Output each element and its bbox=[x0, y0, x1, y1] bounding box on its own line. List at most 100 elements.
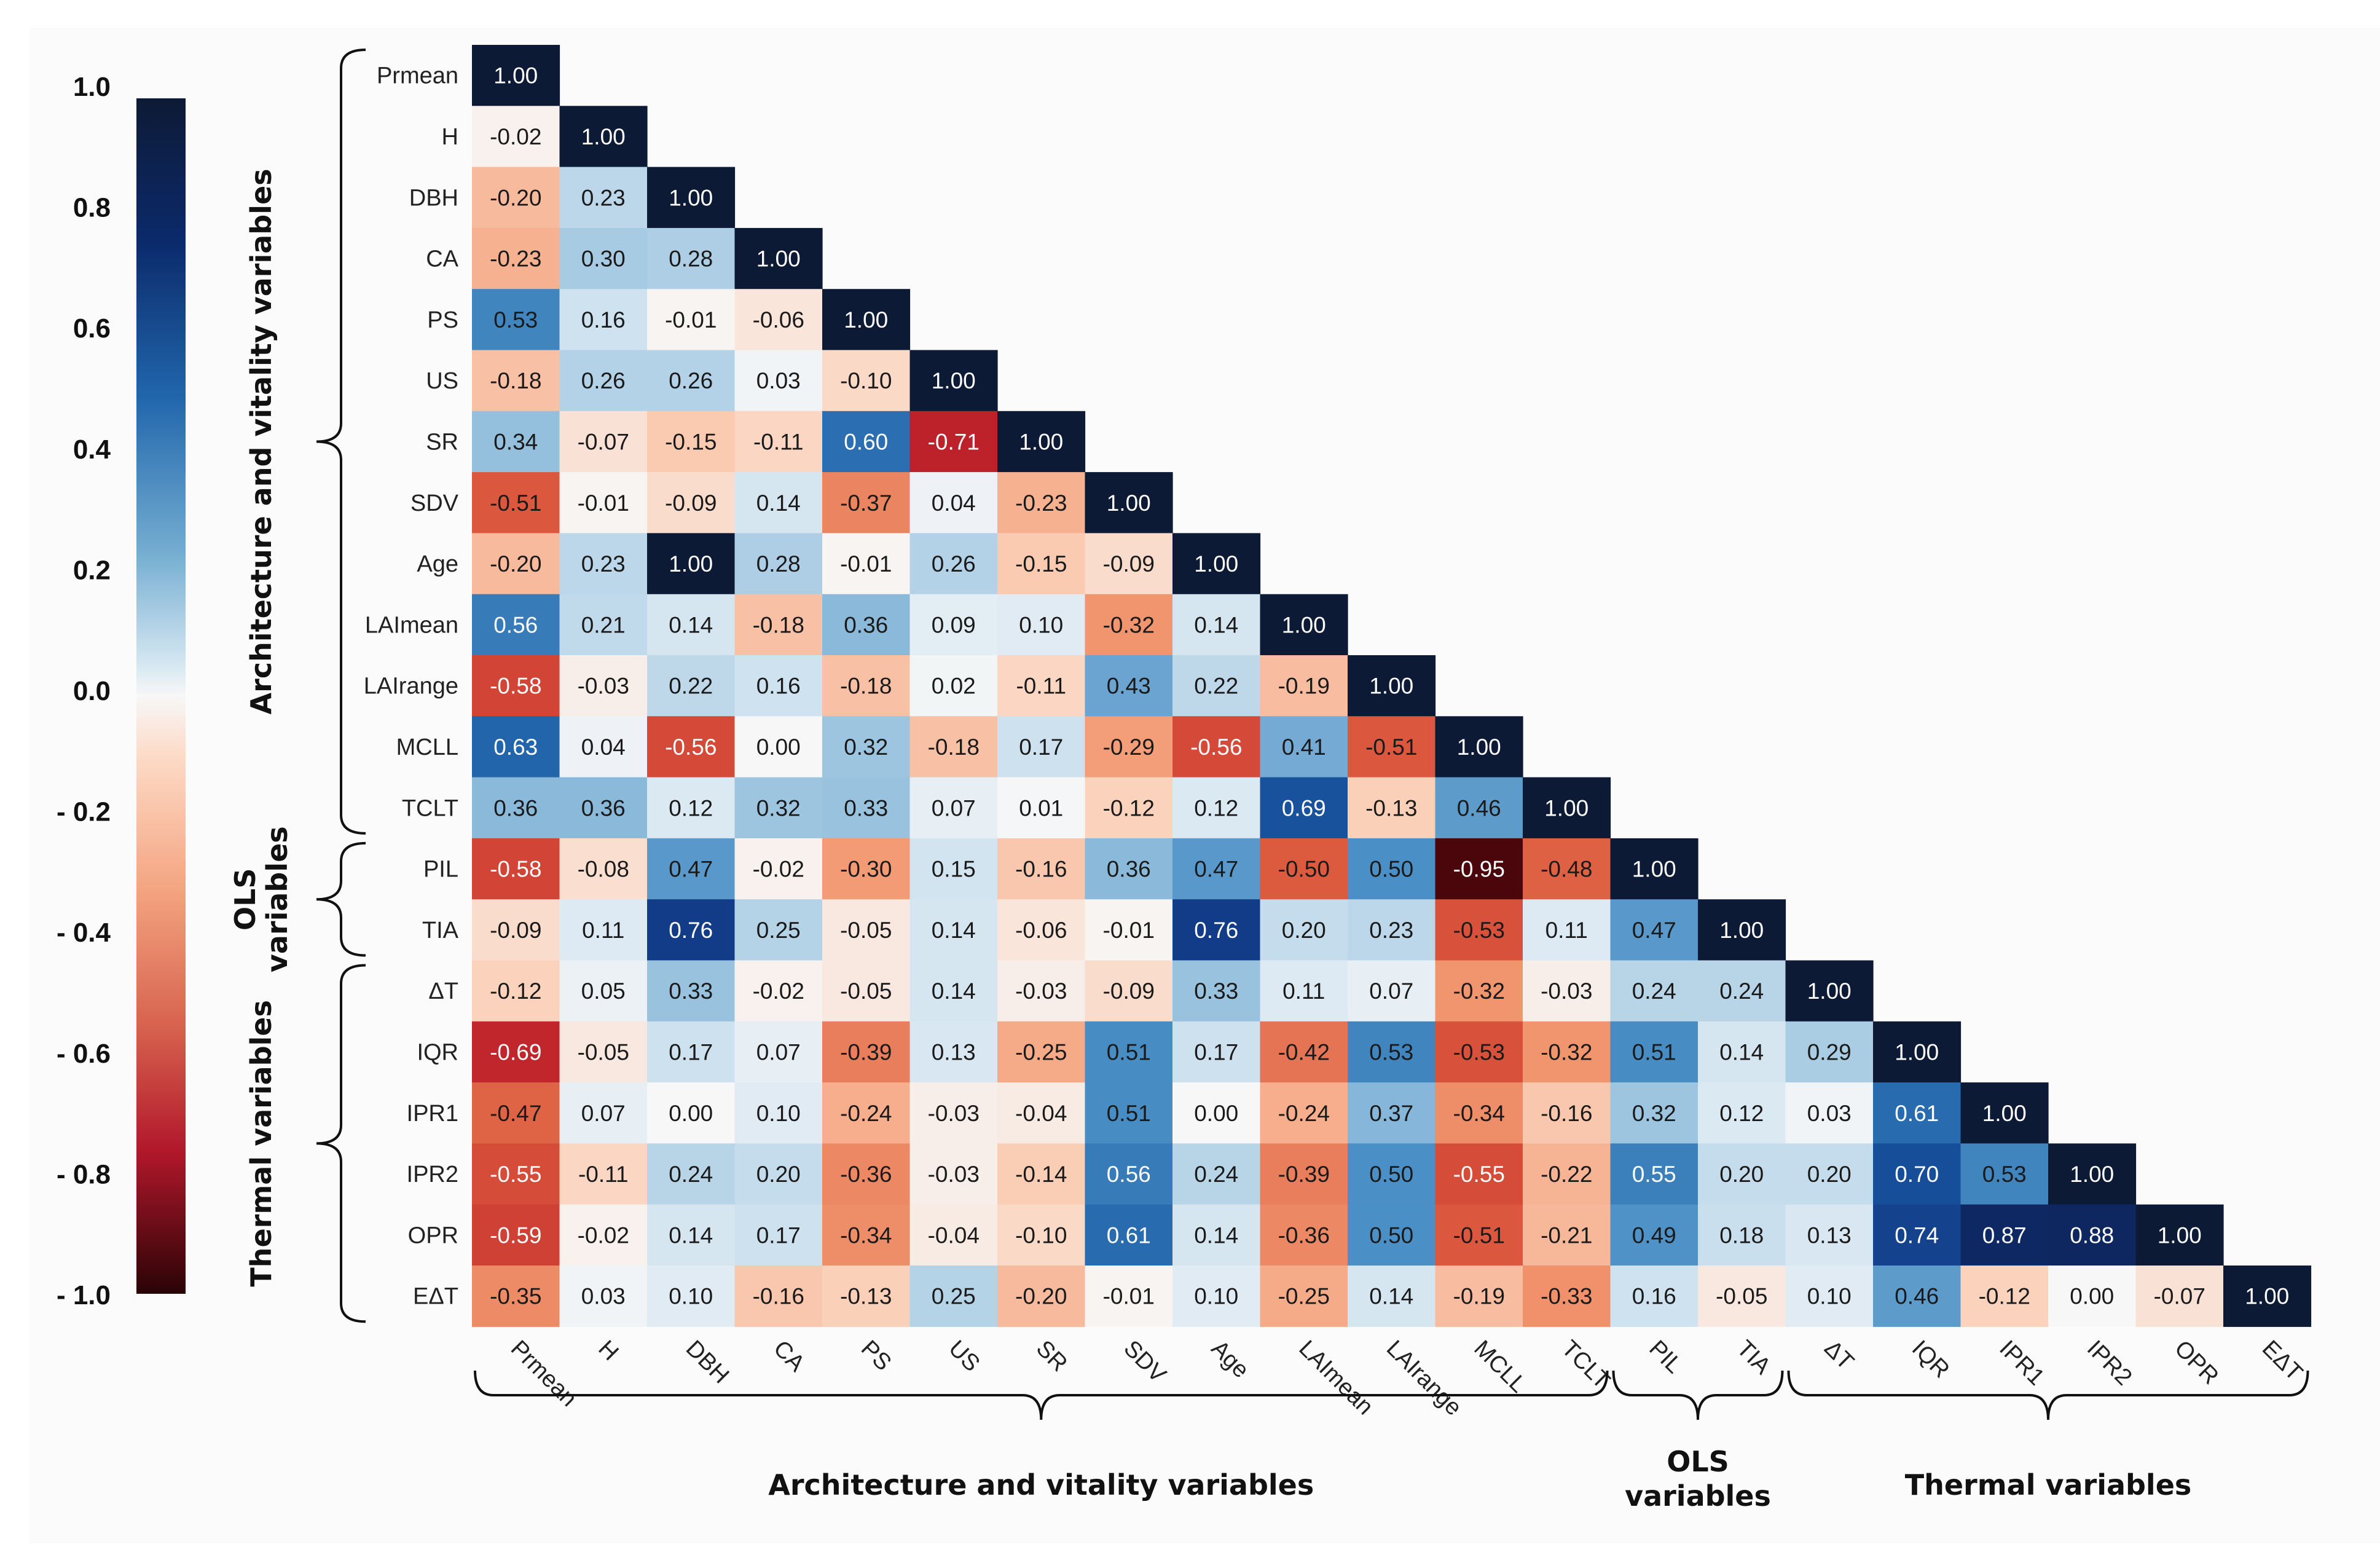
cell-value: -0.11 bbox=[1016, 674, 1066, 699]
heatmap-cell: 0.56 bbox=[1085, 1143, 1173, 1205]
cell-value: -0.07 bbox=[2154, 1284, 2205, 1309]
cell-value: 1.00 bbox=[669, 551, 713, 577]
cell-value: -0.05 bbox=[578, 1039, 629, 1065]
cell-value: -0.36 bbox=[840, 1162, 892, 1187]
cell-value: -0.05 bbox=[1716, 1284, 1767, 1309]
cell-value: -0.01 bbox=[665, 307, 717, 333]
cell-value: -0.24 bbox=[1278, 1101, 1330, 1126]
cell-value: 0.47 bbox=[1632, 918, 1676, 943]
cell-value: 0.24 bbox=[1719, 978, 1764, 1004]
cell-value: -0.19 bbox=[1453, 1284, 1505, 1309]
heatmap-cell: -0.39 bbox=[1260, 1143, 1348, 1205]
row-label: TIA bbox=[422, 918, 459, 943]
cell-value: 0.14 bbox=[1194, 1222, 1238, 1248]
cell-value: -0.58 bbox=[490, 857, 541, 882]
cell-value: 0.14 bbox=[1719, 1039, 1764, 1065]
heatmap-cell: 0.00 bbox=[647, 1082, 736, 1144]
cell-value: 0.50 bbox=[1369, 857, 1413, 882]
heatmap-cell: -0.48 bbox=[1523, 838, 1611, 900]
heatmap-cell: 0.29 bbox=[1785, 1021, 1874, 1083]
cell-value: 0.26 bbox=[581, 368, 626, 393]
heatmap-cell: 0.20 bbox=[1260, 899, 1348, 961]
heatmap-cell: 0.53 bbox=[472, 289, 560, 351]
heatmap-cell: 0.13 bbox=[1785, 1204, 1874, 1266]
cell-value: 1.00 bbox=[1807, 978, 1852, 1004]
cell-value: 1.00 bbox=[1982, 1101, 2027, 1126]
heatmap-cell: 0.43 bbox=[1085, 655, 1173, 717]
heatmap-cell: 0.49 bbox=[1610, 1204, 1699, 1266]
cell-value: 1.00 bbox=[1194, 551, 1238, 577]
heatmap-cell: -0.15 bbox=[997, 533, 1086, 595]
heatmap-cell: -0.47 bbox=[472, 1082, 560, 1144]
heatmap-cell: -0.06 bbox=[997, 899, 1086, 961]
heatmap-cell: 1.00 bbox=[559, 106, 648, 168]
colorbar-tick-label: 0.6 bbox=[73, 313, 111, 344]
heatmap-cell: 0.17 bbox=[997, 716, 1086, 778]
heatmap-cell: 0.11 bbox=[1523, 899, 1611, 961]
column-label: H bbox=[593, 1336, 623, 1366]
heatmap-cell: -0.11 bbox=[997, 655, 1086, 717]
heatmap-cell: -0.05 bbox=[822, 899, 911, 961]
cell-value: -0.03 bbox=[1015, 978, 1067, 1004]
column-label: US bbox=[943, 1336, 984, 1377]
cell-value: -0.06 bbox=[753, 307, 804, 333]
heatmap-cell: 0.10 bbox=[1172, 1266, 1261, 1327]
cell-value: 1.00 bbox=[2158, 1222, 2202, 1248]
heatmap-cell: 0.26 bbox=[909, 533, 998, 595]
heatmap-cell: -0.02 bbox=[734, 960, 823, 1022]
heatmap-cell: 0.33 bbox=[1172, 960, 1261, 1022]
heatmap-cell: -0.01 bbox=[647, 289, 736, 351]
column-label: TIA bbox=[1732, 1336, 1776, 1380]
heatmap-cell: -0.24 bbox=[822, 1082, 911, 1144]
heatmap-cell: 0.14 bbox=[647, 594, 736, 656]
cell-value: 0.20 bbox=[1807, 1162, 1852, 1187]
cell-value: 0.46 bbox=[1895, 1284, 1939, 1309]
heatmap-cell: 1.00 bbox=[734, 227, 823, 289]
cell-value: 0.10 bbox=[1194, 1284, 1238, 1309]
cell-value: -0.32 bbox=[1541, 1039, 1592, 1065]
cell-value: 0.43 bbox=[1107, 674, 1151, 699]
cell-value: 0.56 bbox=[493, 612, 538, 637]
heatmap-cell: 0.74 bbox=[1873, 1204, 1962, 1266]
heatmap-cell: -0.01 bbox=[1085, 899, 1173, 961]
cell-value: 0.36 bbox=[493, 795, 538, 821]
cell-value: 0.14 bbox=[669, 612, 713, 637]
cell-value: 0.25 bbox=[756, 918, 801, 943]
heatmap-cell: 0.61 bbox=[1873, 1082, 1962, 1144]
heatmap-cell: -0.15 bbox=[647, 411, 736, 473]
cell-value: -0.01 bbox=[1103, 918, 1155, 943]
heatmap-cell: 0.53 bbox=[1348, 1021, 1436, 1083]
heatmap-cell: 0.50 bbox=[1348, 1204, 1436, 1266]
row-label: PIL bbox=[423, 857, 458, 883]
row-label: MCLL bbox=[396, 734, 458, 760]
heatmap-cell: -0.10 bbox=[822, 350, 911, 412]
cell-value: 0.47 bbox=[1194, 857, 1238, 882]
colorbar-tick-label: - 1.0 bbox=[57, 1280, 111, 1310]
cell-value: 0.88 bbox=[2070, 1222, 2114, 1248]
cell-value: -0.56 bbox=[665, 734, 717, 760]
heatmap-cell: -0.56 bbox=[1172, 716, 1261, 778]
column-label: OPR bbox=[2169, 1336, 2223, 1390]
cell-value: 0.00 bbox=[756, 734, 801, 760]
cell-value: -0.35 bbox=[490, 1284, 541, 1309]
cell-value: 0.49 bbox=[1632, 1222, 1676, 1248]
cell-value: 0.28 bbox=[756, 551, 801, 577]
heatmap-cell: 0.14 bbox=[734, 472, 823, 533]
heatmap-cell: 0.36 bbox=[822, 594, 911, 656]
cell-value: 0.14 bbox=[932, 978, 976, 1004]
cell-value: 1.00 bbox=[669, 185, 713, 210]
cell-value: -0.03 bbox=[928, 1162, 980, 1187]
heatmap-cell: 0.24 bbox=[1610, 960, 1699, 1022]
cell-value: -0.23 bbox=[1015, 490, 1067, 516]
heatmap-cell: -0.08 bbox=[559, 838, 648, 900]
cell-value: 0.47 bbox=[669, 857, 713, 882]
heatmap-cell: 0.23 bbox=[1348, 899, 1436, 961]
cell-value: 0.18 bbox=[1719, 1222, 1764, 1248]
cell-value: 0.70 bbox=[1895, 1162, 1939, 1187]
row-label: EΔT bbox=[413, 1284, 458, 1310]
heatmap-cell: -0.34 bbox=[822, 1204, 911, 1266]
cell-value: 0.53 bbox=[1369, 1039, 1413, 1065]
cell-value: 0.36 bbox=[1107, 857, 1151, 882]
heatmap-cell: -0.12 bbox=[472, 960, 560, 1022]
cell-value: 1.00 bbox=[493, 63, 538, 89]
